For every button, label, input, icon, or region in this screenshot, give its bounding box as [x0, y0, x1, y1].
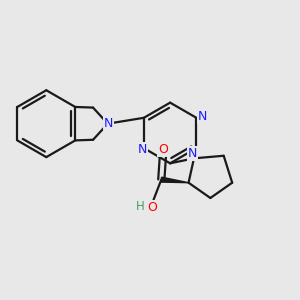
- Polygon shape: [161, 177, 189, 183]
- Text: N: N: [197, 110, 207, 123]
- Text: O: O: [158, 143, 168, 156]
- Text: N: N: [104, 117, 113, 130]
- Text: N: N: [188, 147, 197, 160]
- Text: O: O: [147, 201, 157, 214]
- Text: H: H: [136, 200, 145, 213]
- Text: N: N: [138, 142, 147, 156]
